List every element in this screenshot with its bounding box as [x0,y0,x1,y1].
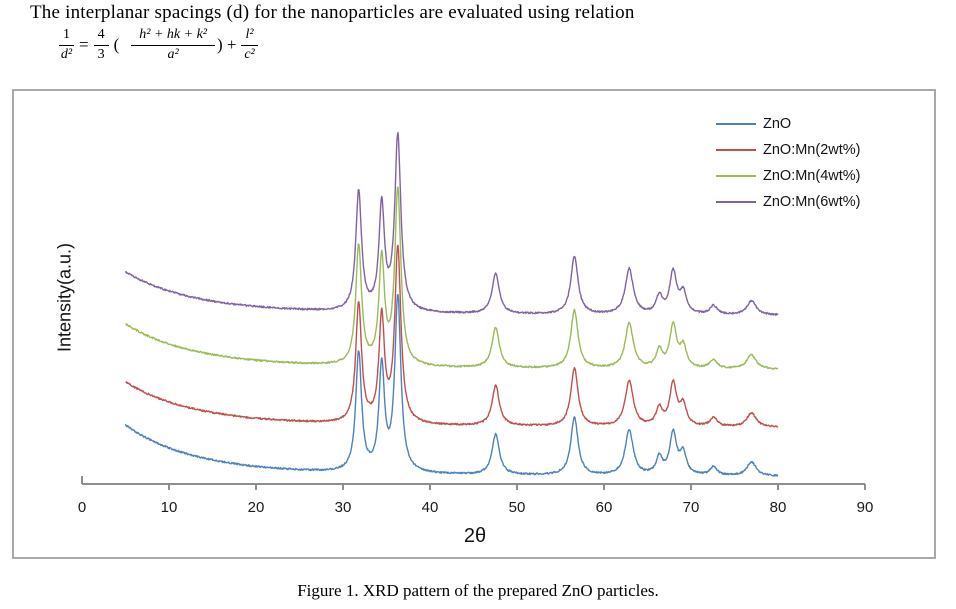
series-line-zno-mn-6wt- [124,131,779,317]
x-tick-label: 50 [509,499,526,516]
series-line-zno [124,293,779,477]
series-line-zno-mn-4wt- [125,186,779,370]
x-tick-label: 70 [683,499,700,516]
legend-label: ZnO:Mn(6wt%) [763,194,861,210]
formula-frac-4-num: l² [241,27,258,46]
formula: 1 d² = 4 3(h² + hk + k² a²) + l² c² [57,27,260,64]
formula-frac-3: h² + hk + k² a² [131,27,215,64]
x-tick-label: 40 [422,499,439,516]
chart-frame: 0 10 20 30 40 50 60 70 80 90 ZnO ZnO:Mn(2wt%) ZnO… [12,89,936,559]
figure-caption: Figure 1. XRD pattern of the prepared Zn… [297,581,659,600]
formula-frac-2-num: 4 [93,27,109,46]
right-paren-plus: ) + [216,35,237,55]
legend-item: ZnO [716,111,861,137]
series-line-zno-mn-2wt- [125,244,779,428]
legend-item: ZnO:Mn(2wt%) [716,137,861,163]
legend: ZnO ZnO:Mn(2wt%) ZnO:Mn(4wt%) ZnO:Mn(6wt… [716,111,861,215]
formula-frac-1: 1 d² [59,27,74,64]
formula-frac-4: l² c² [241,27,258,64]
legend-item: ZnO:Mn(6wt%) [716,189,861,215]
equals-sign: = [79,35,89,55]
x-tick-label: 90 [857,499,874,516]
formula-frac-3-num: h² + hk + k² [131,27,215,46]
y-axis-title: Intensity(a.u.) [54,242,75,353]
legend-label: ZnO:Mn(4wt%) [763,168,861,184]
legend-label: ZnO [763,116,792,132]
xrd-plot: 0 10 20 30 40 50 60 70 80 90 [78,131,874,516]
legend-swatch-mn4 [716,175,756,177]
formula-frac-1-den: d² [60,46,73,62]
formula-frac-4-den: c² [244,46,255,62]
formula-frac-3-den: a² [167,46,179,62]
legend-item: ZnO:Mn(4wt%) [716,163,861,189]
x-axis-title: 2θ [463,525,487,547]
legend-label: ZnO:Mn(2wt%) [763,142,861,158]
x-tick-label: 0 [78,499,86,516]
legend-swatch-zno [716,123,756,125]
x-tick-label: 80 [770,499,787,516]
x-tick-label: 60 [596,499,613,516]
formula-frac-1-num: 1 [59,27,74,46]
intro-text: The interplanar spacings (d) for the nan… [30,2,635,23]
formula-frac-2-den: 3 [97,46,105,62]
legend-swatch-mn2 [716,149,756,151]
legend-swatch-mn6 [716,201,756,203]
x-tick-label: 20 [248,499,265,516]
x-tick-label: 30 [335,499,352,516]
left-paren: ( [113,35,120,55]
x-tick-label: 10 [161,499,178,516]
